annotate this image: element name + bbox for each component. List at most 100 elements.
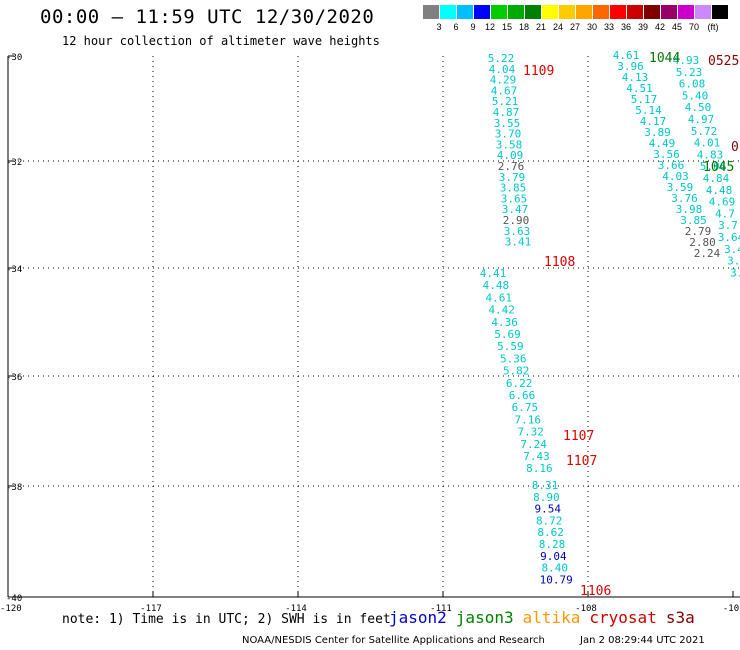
wave-height-value: 4.17 — [640, 115, 667, 128]
wave-height-value: 4.83 — [697, 148, 724, 161]
legend-swatch — [661, 5, 677, 19]
y-tick-label: -32 — [6, 158, 22, 168]
legend-label: 12 — [484, 22, 495, 32]
pass-time-label: 1107 — [563, 429, 594, 444]
legend-label: 36 — [620, 22, 631, 32]
wave-height-value: 3.79 — [499, 171, 526, 184]
wave-height-value: 3.76 — [671, 192, 698, 205]
legend-swatch — [678, 5, 694, 19]
legend-unit: (ft) — [707, 22, 719, 32]
pass-time-label: 1045 — [703, 160, 734, 175]
x-tick-label: -111 — [430, 604, 452, 614]
wave-height-value: 6.08 — [679, 78, 706, 91]
wave-height-value: 5.14 — [635, 104, 662, 117]
legend-label: 45 — [671, 22, 682, 32]
wave-height-value: 5.82 — [503, 365, 530, 378]
wave-height-value: 9.04 — [540, 550, 567, 563]
wave-height-value: 4.04 — [489, 63, 516, 76]
wave-height-value: 3.63 — [504, 225, 531, 238]
wave-height-value: 4.03 — [662, 170, 689, 183]
wave-height-value: 8.62 — [537, 526, 564, 539]
legend-label: 30 — [586, 22, 597, 32]
wave-height-value: 2.24 — [694, 247, 721, 260]
wave-height-value: 3.55 — [494, 117, 521, 130]
wave-height-value: 8.28 — [539, 538, 566, 551]
wave-height-value: 5.23 — [676, 66, 703, 79]
x-tick-label: -120 — [0, 604, 22, 614]
satellite-jason2: jason2 — [389, 608, 447, 627]
legend-swatch — [440, 5, 456, 19]
x-tick-label: -114 — [285, 604, 307, 614]
wave-height-value: 4.87 — [493, 106, 520, 119]
wave-height-value: 2.80 — [689, 236, 716, 249]
wave-height-value: 8.40 — [542, 562, 569, 575]
wave-height-value: 3.56 — [653, 148, 680, 161]
wave-height-value: 6.75 — [512, 401, 539, 414]
wave-height-value: 4.67 — [491, 84, 518, 97]
legend-swatch — [457, 5, 473, 19]
wave-height-value: 5.36 — [500, 352, 527, 365]
wave-height-value: 3.7 — [718, 219, 738, 232]
satellite-cryosat: cryosat — [589, 608, 657, 627]
legend-swatch — [542, 5, 558, 19]
wave-height-value: 3.59 — [667, 181, 694, 194]
satellite-s3a: s3a — [665, 608, 695, 627]
legend-swatch — [423, 5, 439, 19]
pass-time-label: 1106 — [580, 584, 611, 599]
legend-label: 70 — [688, 22, 699, 32]
pass-time-label: 1108 — [544, 255, 575, 270]
wave-height-value: 2.79 — [685, 225, 712, 238]
wave-height-value: 5.40 — [682, 89, 709, 102]
wave-height-value: 5.59 — [497, 340, 524, 353]
legend-swatch — [576, 5, 592, 19]
wave-height-value: 8.90 — [533, 491, 560, 504]
legend-swatch — [644, 5, 660, 19]
wave-height-value: 4.36 — [491, 316, 518, 329]
legend-label: 6 — [453, 22, 459, 32]
wave-height-value: 4.41 — [480, 267, 507, 280]
legend-swatch — [525, 5, 541, 19]
legend-swatch — [559, 5, 575, 19]
wave-height-value: 4.84 — [703, 172, 730, 185]
legend-label: 39 — [637, 22, 648, 32]
pass-time-label: 0525 — [708, 54, 739, 69]
wave-height-value: 5.72 — [691, 125, 718, 138]
wave-height-value: 4.01 — [694, 137, 721, 150]
wave-height-value: 7.24 — [520, 438, 547, 451]
wave-height-value: 5.06 — [700, 160, 727, 173]
wave-height-value: 3.4 — [724, 243, 740, 256]
wave-height-value: 4.50 — [685, 101, 712, 114]
wave-height-value: 4.49 — [649, 137, 676, 150]
legend-label: 42 — [654, 22, 665, 32]
wave-height-value: 5.17 — [631, 93, 658, 106]
wave-height-value: 7.43 — [523, 450, 550, 463]
y-tick-label: -38 — [6, 483, 22, 493]
legend-label: 15 — [501, 22, 512, 32]
wave-height-value: 6.66 — [509, 389, 536, 402]
wave-height-value: 6.22 — [506, 377, 533, 390]
wave-height-value: 8.72 — [536, 514, 563, 527]
wave-height-value: 4.29 — [490, 74, 517, 87]
x-tick-label: -10 — [723, 604, 739, 614]
wave-height-value: 4.13 — [622, 71, 649, 84]
y-tick-label: -40 — [6, 594, 22, 604]
wave-height-value: 3.41 — [505, 236, 532, 249]
legend-swatch — [627, 5, 643, 19]
wave-height-value: 3.1 — [727, 255, 740, 268]
wave-height-value: 7.32 — [517, 426, 544, 439]
y-tick-label: -36 — [6, 373, 22, 383]
footnote: note: 1) Time is in UTC; 2) SWH is in fe… — [62, 612, 391, 627]
wave-height-value: 2.90 — [503, 214, 530, 227]
wave-height-value: 4.97 — [688, 113, 715, 126]
wave-height-value: 4.51 — [626, 82, 653, 95]
wave-height-value: 3.65 — [501, 192, 528, 205]
wave-height-value: 3.66 — [658, 159, 685, 172]
wave-height-value: 3.89 — [644, 126, 671, 139]
y-tick-label: -34 — [6, 265, 22, 275]
wave-height-value: 7.16 — [515, 413, 542, 426]
legend-label: 24 — [552, 22, 563, 32]
x-tick-label: -117 — [140, 604, 162, 614]
wave-height-value: 3.64 — [718, 231, 740, 244]
wave-height-value: 3.0 — [730, 266, 740, 279]
